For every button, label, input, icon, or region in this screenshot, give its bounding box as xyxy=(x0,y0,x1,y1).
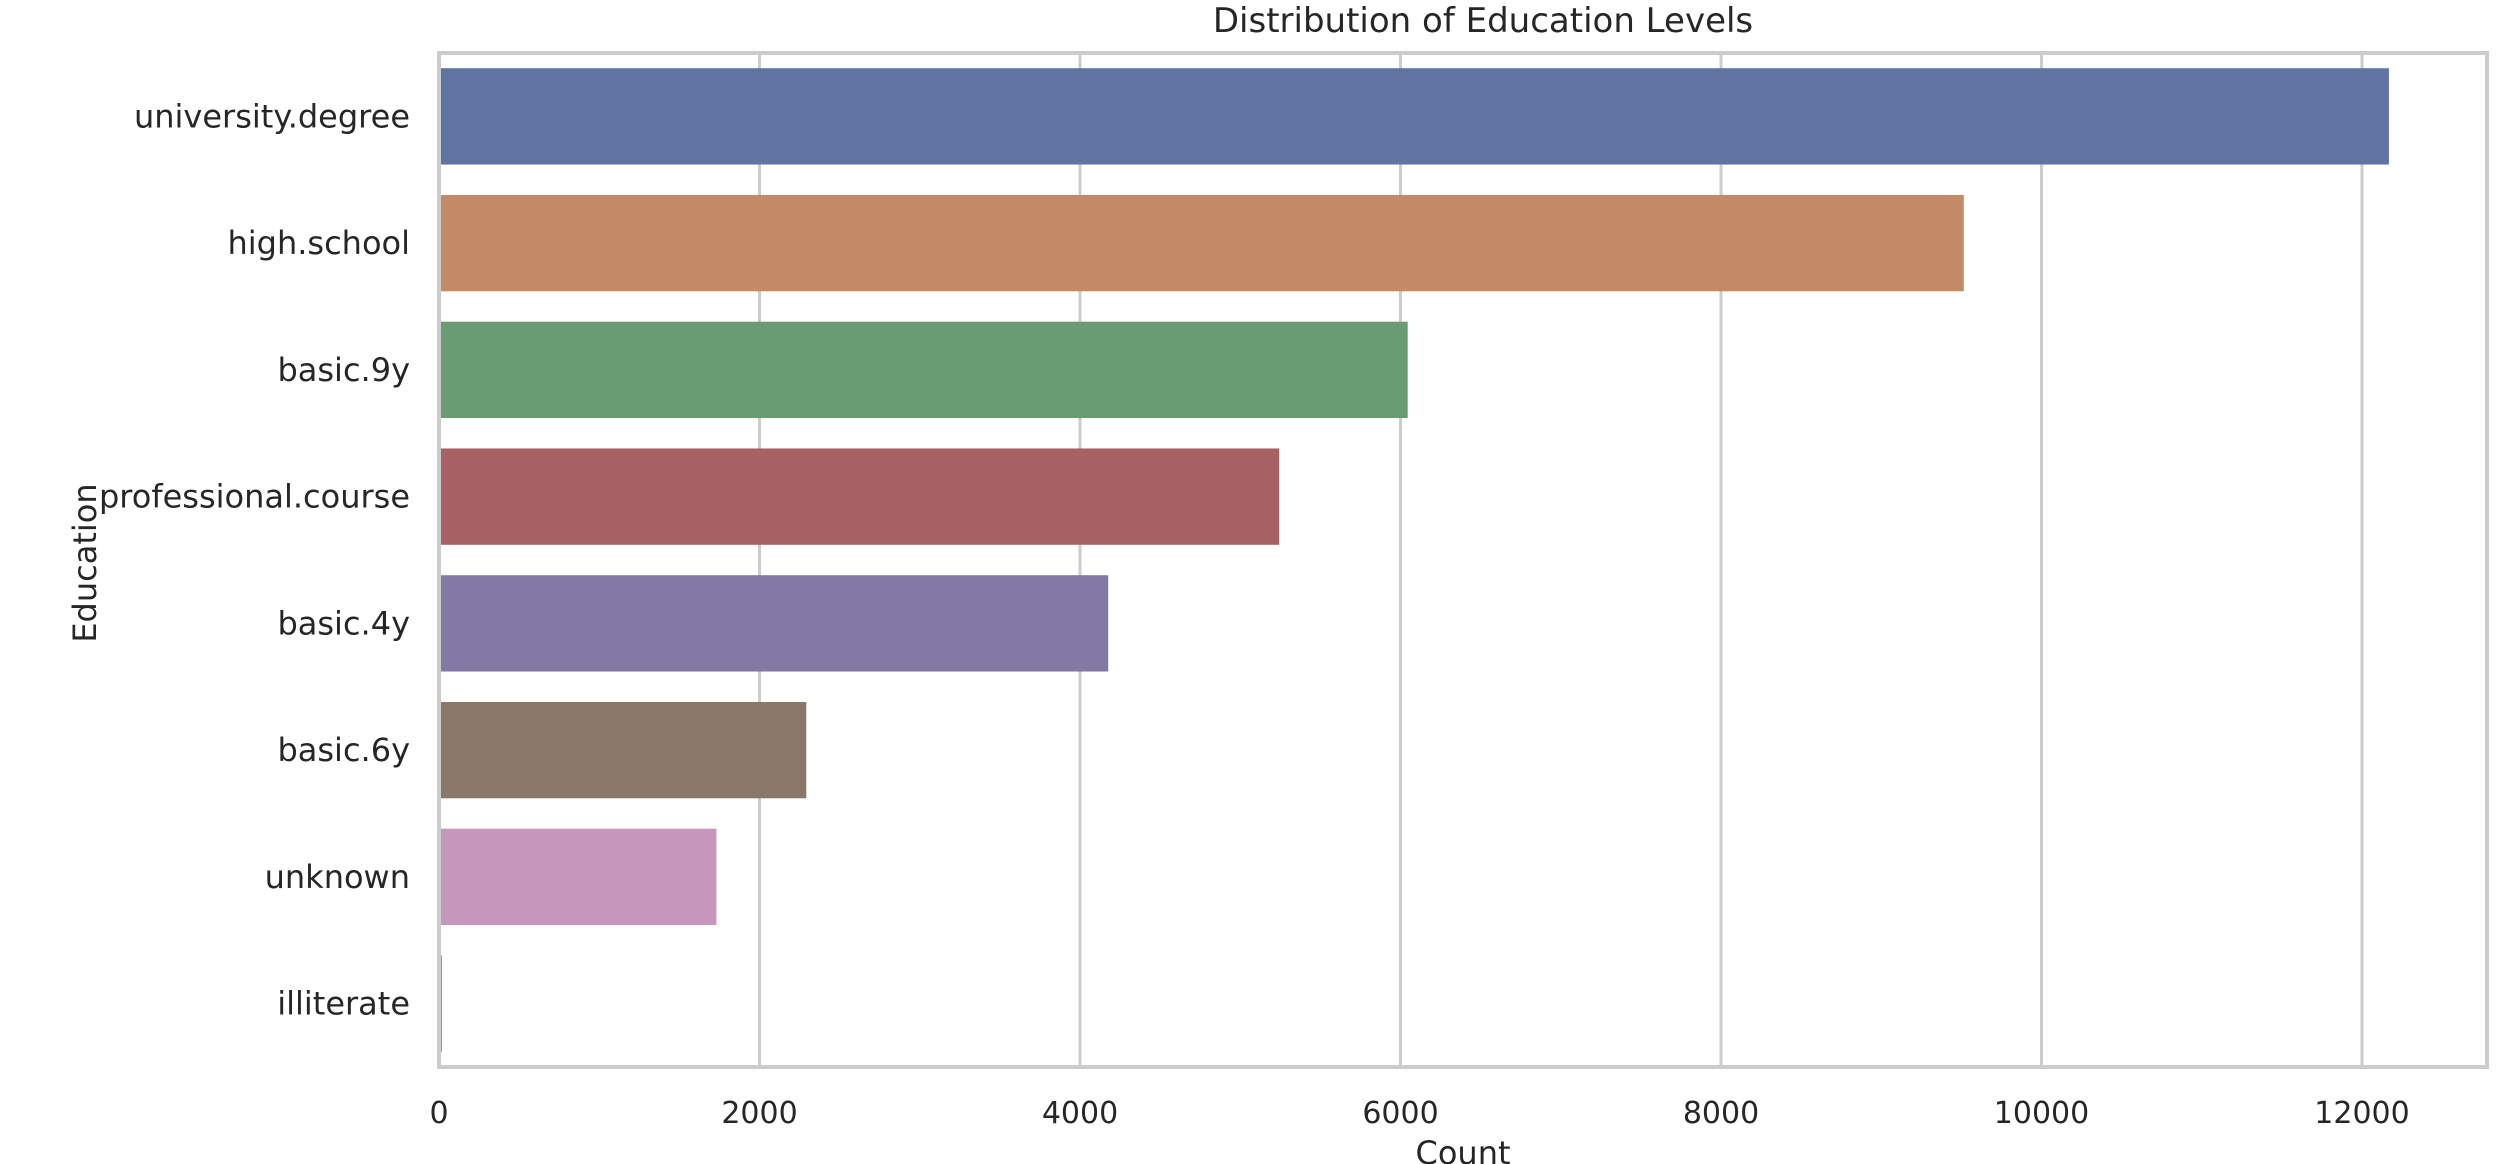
x-tick-label: 10000 xyxy=(1994,1096,2089,1131)
y-tick-label: professional.course xyxy=(99,478,410,516)
y-tick-label: basic.9y xyxy=(277,351,410,389)
x-tick-label: 2000 xyxy=(721,1096,797,1131)
bar-basic-6y xyxy=(439,701,807,799)
y-axis-label: Education xyxy=(66,483,104,642)
y-tick-label: university.degree xyxy=(134,97,410,135)
bar-unknown xyxy=(439,828,717,926)
x-axis-label: Count xyxy=(1415,1134,1510,1164)
chart-title: Distribution of Education Levels xyxy=(1213,1,1753,41)
y-tick-label: unknown xyxy=(265,858,410,896)
x-tick-label: 0 xyxy=(429,1096,448,1131)
y-tick-label: high.school xyxy=(227,224,410,262)
y-tick-labels: university.degree high.school basic.9y prof… xyxy=(99,97,410,1022)
plot-frame xyxy=(437,51,2489,1069)
x-tick-labels: 0 2000 4000 6000 8000 10000 12000 xyxy=(429,1096,2409,1131)
y-tick-label: basic.4y xyxy=(277,604,410,642)
x-tick-label: 8000 xyxy=(1683,1096,1759,1131)
x-tick-label: 12000 xyxy=(2314,1096,2409,1131)
bar-professional-course xyxy=(439,448,1280,545)
bars xyxy=(439,68,2389,1052)
bar-basic-9y xyxy=(439,321,1408,419)
y-tick-label: basic.6y xyxy=(277,731,410,769)
x-tick-label: 6000 xyxy=(1362,1096,1438,1131)
bar-university-degree xyxy=(439,68,2389,165)
bar-basic-4y xyxy=(439,575,1109,672)
x-tick-label: 4000 xyxy=(1042,1096,1118,1131)
bar-high-school xyxy=(439,194,1964,292)
y-tick-label: illiterate xyxy=(277,985,410,1023)
